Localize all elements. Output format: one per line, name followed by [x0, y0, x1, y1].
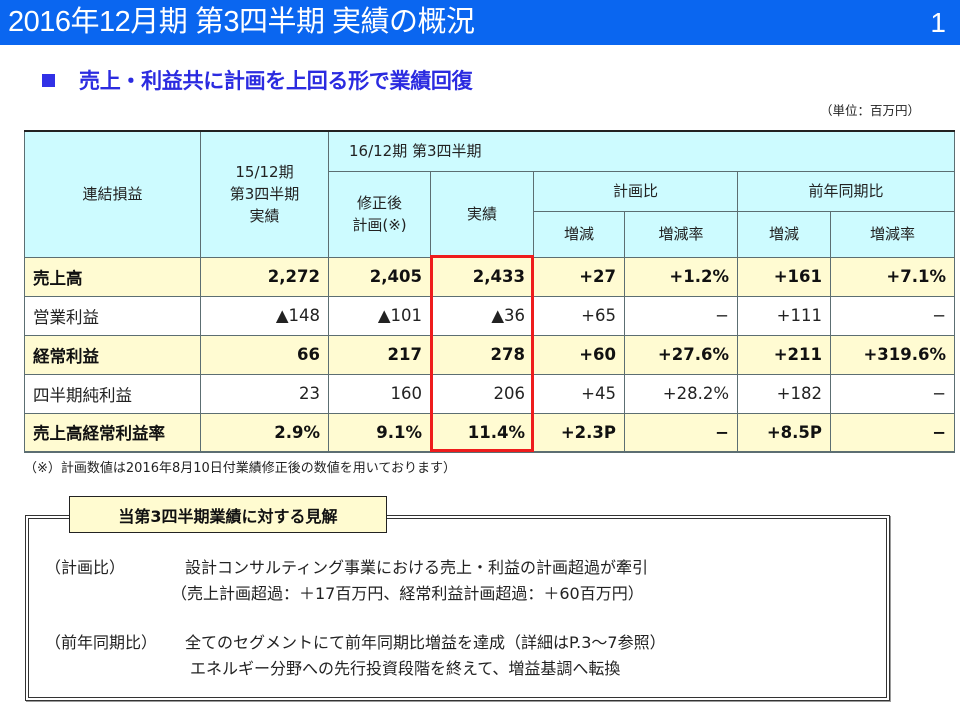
header-row-1: 連結損益 15/12期 第3四半期 実績 16/12期 第3四半期	[24, 130, 956, 258]
assessment-line-tag: （前年同期比）	[45, 633, 158, 652]
header-plan-change-rate: 増減率	[624, 210, 738, 258]
cell-plan-diff: +60	[533, 334, 625, 375]
cell-plan: 2,405	[328, 256, 431, 297]
footnote: （※）計画数値は2016年8月10日付業績修正後の数値を用いております）	[24, 461, 457, 476]
header-plan-change: 増減	[533, 210, 625, 258]
cell-plan-rate: −	[624, 295, 738, 336]
cell-yoy-rate: −	[829, 373, 956, 414]
results-table: 連結損益 15/12期 第3四半期 実績 16/12期 第3四半期 修正後 計画…	[24, 130, 956, 453]
unit-note: （単位：百万円）	[819, 103, 920, 118]
cell-plan-diff: +65	[533, 295, 625, 336]
cell-plan-diff: +45	[533, 373, 625, 414]
header-prev-period: 15/12期 第3四半期 実績	[200, 130, 329, 258]
cell-yoy-rate: −	[829, 412, 956, 453]
row-label: 営業利益	[24, 295, 201, 336]
cell-plan-diff: +2.3P	[533, 412, 625, 453]
cell-yoy-rate: +7.1%	[829, 256, 956, 297]
title-bar: 2016年12月期 第3四半期 実績の概況 1	[0, 0, 960, 45]
headline: 売上・利益共に計画を上回る形で業績回復	[42, 62, 473, 98]
header-revised-plan-line: 修正後	[356, 194, 402, 212]
header-prev-period-line: 実績	[249, 207, 280, 226]
cell-actual: 278	[430, 334, 534, 375]
table-row-operating-income: 営業利益 ▲148 ▲101 ▲36 +65 − +111 −	[24, 295, 956, 336]
table-row-ordinary-income: 経常利益 66 217 278 +60 +27.6% +211 +319.6%	[24, 334, 956, 375]
assessment-line-tag: （計画比）	[45, 558, 126, 577]
page-number: 1	[930, 7, 946, 38]
cell-actual: 206	[430, 373, 534, 414]
assessment-line-text: 全てのセグメントにて前年同期比増益を達成（詳細はP.3〜7参照）	[185, 633, 666, 652]
header-current-period: 16/12期 第3四半期	[327, 130, 956, 172]
header-row-2: 修正後 計画(※) 実績 計画比 前年同期比	[25, 170, 956, 258]
header-prev-period-line: 第3四半期	[229, 185, 300, 204]
cell-plan-rate: +27.6%	[624, 334, 738, 375]
header-revised-plan-line: 計画(※)	[352, 216, 407, 234]
row-label: 売上高	[24, 256, 201, 297]
cell-yoy-rate: +319.6%	[829, 334, 956, 375]
assessment-line: エネルギー分野への先行投資段階を終えて、増益基調へ転換	[190, 655, 620, 679]
cell-prev: 66	[200, 334, 329, 375]
page-title: 2016年12月期 第3四半期 実績の概況	[8, 6, 475, 38]
cell-plan: 9.1%	[328, 412, 431, 453]
assessment-title: 当第3四半期業績に対する見解	[69, 496, 387, 533]
cell-plan: ▲101	[328, 295, 431, 336]
cell-prev: 23	[200, 373, 329, 414]
header-yoy-change-rate: 増減率	[829, 210, 956, 258]
header-vs-plan: 計画比	[533, 170, 738, 212]
cell-actual: ▲36	[430, 295, 534, 336]
header-row-label: 連結損益	[24, 130, 201, 258]
cell-yoy-diff: +211	[737, 334, 831, 375]
table-row-ordinary-margin: 売上高経常利益率 2.9% 9.1% 11.4% +2.3P − +8.5P −	[24, 412, 956, 453]
row-label: 売上高経常利益率	[24, 412, 201, 453]
assessment-line: （売上計画超過：＋17百万円、経常利益計画超過：＋60百万円）	[171, 580, 644, 604]
cell-yoy-diff: +8.5P	[737, 412, 831, 453]
headline-text: 売上・利益共に計画を上回る形で業績回復	[79, 69, 473, 93]
header-revised-plan: 修正後 計画(※)	[328, 170, 431, 258]
cell-yoy-diff: +161	[737, 256, 831, 297]
assessment-line-text: （売上計画超過：＋17百万円、経常利益計画超過：＋60百万円）	[171, 584, 644, 603]
cell-actual: 2,433	[430, 256, 534, 297]
cell-plan-rate: +1.2%	[624, 256, 738, 297]
cell-prev: 2,272	[200, 256, 329, 297]
header-prev-period-line: 15/12期	[235, 163, 294, 182]
square-bullet-icon	[42, 73, 55, 87]
header-row-3: 増減 増減率 増減 増減率	[25, 210, 956, 258]
table-row-net-sales: 売上高 2,272 2,405 2,433 +27 +1.2% +161 +7.…	[24, 256, 956, 297]
header-actual: 実績	[430, 170, 534, 258]
header-yoy-change: 増減	[737, 210, 831, 258]
row-label: 四半期純利益	[24, 373, 201, 414]
cell-prev: 2.9%	[200, 412, 329, 453]
cell-plan-rate: +28.2%	[624, 373, 738, 414]
assessment-line-text: 設計コンサルティング事業における売上・利益の計画超過が牽引	[185, 558, 649, 577]
assessment-box	[25, 515, 890, 701]
row-label: 経常利益	[24, 334, 201, 375]
cell-actual: 11.4%	[430, 412, 534, 453]
cell-plan-diff: +27	[533, 256, 625, 297]
cell-yoy-diff: +111	[737, 295, 831, 336]
cell-yoy-diff: +182	[737, 373, 831, 414]
table-row-net-income: 四半期純利益 23 160 206 +45 +28.2% +182 −	[24, 373, 956, 414]
cell-prev: ▲148	[200, 295, 329, 336]
cell-plan: 160	[328, 373, 431, 414]
cell-yoy-rate: −	[829, 295, 956, 336]
cell-plan-rate: −	[624, 412, 738, 453]
assessment-line-text: エネルギー分野への先行投資段階を終えて、増益基調へ転換	[190, 659, 621, 678]
cell-plan: 217	[328, 334, 431, 375]
header-vs-prev-year: 前年同期比	[736, 170, 956, 212]
